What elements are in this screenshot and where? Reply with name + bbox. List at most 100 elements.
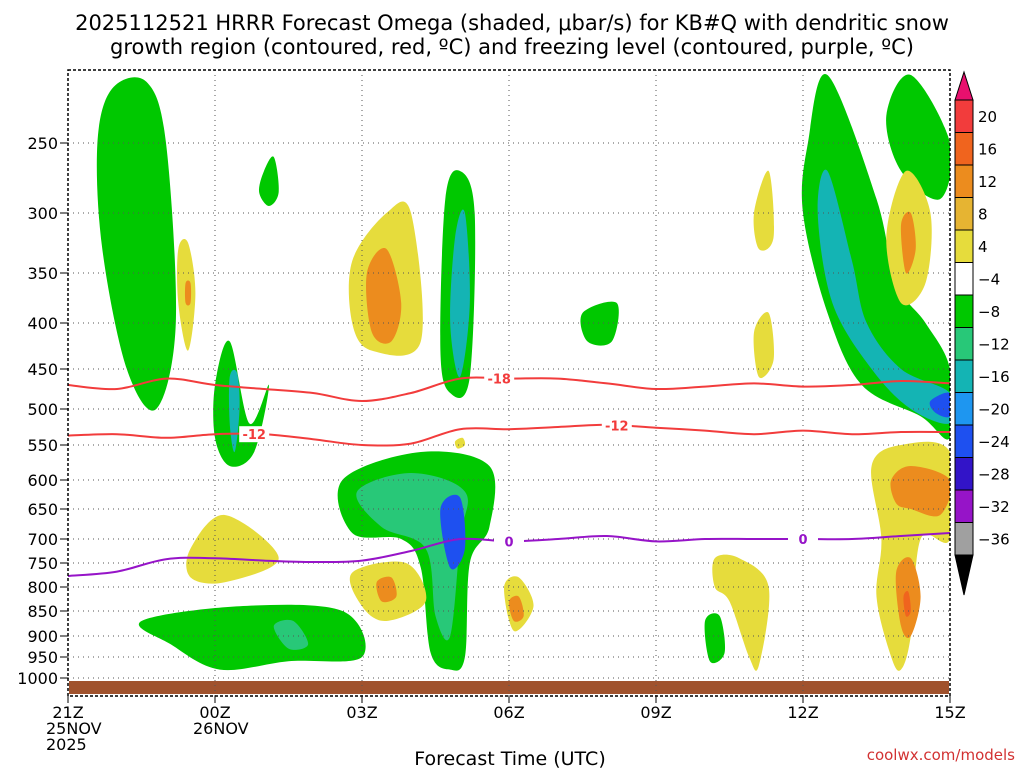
y-tick-label-600: 600 [27, 471, 58, 490]
colorbar-label-2: 12 [978, 173, 997, 191]
omega-region-teal-0000-low [273, 619, 309, 650]
colorbar-swatch-5 [954, 229, 974, 263]
omega-region-blue-0500-low [440, 494, 466, 570]
x-tick-label-0-0: 21Z [52, 703, 83, 722]
y-tick-label-800: 800 [27, 578, 58, 597]
colorbar-label-9: −20 [978, 401, 1010, 419]
omega-region-green-right-upper [801, 74, 950, 440]
omega-region-orange-0300-low [376, 576, 397, 603]
y-tick-label-550: 550 [27, 436, 58, 455]
colorbar-swatch-6 [954, 262, 974, 296]
colorbar-swatch-7 [954, 294, 974, 328]
colorbar-swatch-10 [954, 392, 974, 426]
y-tick-label-650: 650 [27, 500, 58, 519]
colorbar-swatch-3 [954, 164, 974, 198]
omega-shading [96, 74, 950, 671]
y-tick-label-900: 900 [27, 627, 58, 646]
omega-region-yellow-0100-low [186, 514, 279, 584]
ground-strip [69, 681, 949, 694]
chart-title-line2: growth region (contoured, red, ºC) and f… [110, 35, 914, 59]
omega-region-yellow-small-0600 [454, 437, 466, 449]
colorbar-swatch-14 [954, 522, 974, 556]
contour-label-0: -18 [487, 373, 511, 388]
colorbar-swatch-13 [954, 489, 974, 523]
omega-region-green-0000-low [138, 604, 366, 671]
colorbar-swatch-4 [954, 197, 974, 231]
colorbar-label-10: −24 [978, 433, 1010, 451]
x-tick-label-6-0: 03Z [346, 703, 377, 722]
omega-region-teal-0600 [450, 209, 470, 378]
grid-lines [68, 70, 950, 696]
contour-label-bg-2 [601, 417, 632, 434]
colorbar-label-0: 20 [978, 108, 997, 126]
x-tick-label-0-1: 25NOV [46, 719, 102, 738]
contour-label-3: 0 [504, 535, 513, 550]
colorbar-swatch-9 [954, 359, 974, 393]
colorbar-label-12: −32 [978, 498, 1010, 516]
y-tick-label-950: 950 [27, 648, 58, 667]
contour-label-bg-0 [484, 370, 515, 387]
omega-region-teal-0300-low [356, 473, 468, 641]
colorbar-label-11: −28 [978, 466, 1010, 484]
colorbar-label-7: −12 [978, 336, 1010, 354]
omega-region-red-1400-low [903, 590, 911, 617]
credit-text: coolwx.com/models [867, 746, 1015, 764]
colorbar-label-5: −4 [978, 271, 1000, 289]
contour-label-bg-1 [239, 426, 270, 443]
contour-label-bg-3 [494, 533, 524, 550]
y-tick-label-400: 400 [27, 314, 58, 333]
temperature-contours: -18 -12 -12 0 0 [68, 370, 950, 577]
colorbar-label-13: −36 [978, 531, 1010, 549]
plot-frame [67, 69, 951, 697]
contour-line-1 [68, 423, 950, 447]
colorbar-swatch-2 [954, 132, 974, 166]
omega-region-green-right-top [886, 74, 950, 200]
y-tick-label-700: 700 [27, 530, 58, 549]
omega-region-orange-1400 [900, 211, 916, 274]
x-tick-label-15-0: 12Z [787, 703, 818, 722]
omega-region-blue-right-core [929, 392, 950, 418]
y-tick-label-750: 750 [27, 554, 58, 573]
contour-label-2: -12 [605, 419, 629, 434]
colorbar: 20 16 12 8 4 −4 −8 −12 −16 −20 −24 −28 −32 −36 [954, 70, 1010, 596]
colorbar-swatch-11 [954, 424, 974, 458]
omega-region-green-0900 [580, 301, 619, 346]
contour-label-1: -12 [242, 428, 266, 443]
omega-region-orange-1300-low [890, 466, 950, 517]
colorbar-label-1: 16 [978, 141, 997, 159]
y-axis: 250 300 350 400 450 500 550 600 650 700 750 800 850 9… [17, 134, 68, 688]
y-tick-label-350: 350 [27, 264, 58, 283]
x-tick-label-3-0: 00Z [199, 703, 230, 722]
omega-region-green-blob-250 [258, 156, 279, 206]
omega-region-yellow-1100b [753, 312, 775, 379]
x-tick-label-3-1: 26NOV [193, 719, 249, 738]
colorbar-swatch-8 [954, 327, 974, 361]
omega-region-teal-0200 [228, 369, 240, 453]
colorbar-swatch-1 [954, 99, 974, 133]
y-tick-label-250: 250 [27, 134, 58, 153]
contour-label-bg-4 [788, 531, 818, 547]
x-tick-label-18-0: 15Z [934, 703, 965, 722]
colorbar-swatch-12 [954, 457, 974, 491]
omega-region-green-upper-left [96, 77, 177, 411]
contour-label-4: 0 [798, 533, 807, 548]
y-tick-label-1000: 1000 [17, 669, 58, 688]
y-tick-label-450: 450 [27, 360, 58, 379]
omega-region-yellow-1100 [753, 170, 775, 251]
colorbar-label-6: −8 [978, 303, 1000, 321]
colorbar-label-8: −16 [978, 368, 1010, 386]
chart-title-line1: 2025112521 HRRR Forecast Omega (shaded, … [75, 11, 949, 35]
colorbar-label-4: 4 [978, 238, 988, 256]
y-tick-label-300: 300 [27, 204, 58, 223]
omega-region-orange-0500 [366, 248, 402, 344]
x-axis-label: Forecast Time (UTC) [414, 748, 605, 768]
omega-region-orange-0130 [185, 280, 192, 306]
x-tick-label-9-0: 06Z [493, 703, 524, 722]
y-tick-label-500: 500 [27, 400, 58, 419]
colorbar-top-arrow [954, 70, 974, 101]
omega-region-yellow-1000-low [712, 554, 770, 671]
colorbar-label-3: 8 [978, 206, 988, 224]
omega-region-orange-0600-low [508, 595, 524, 622]
